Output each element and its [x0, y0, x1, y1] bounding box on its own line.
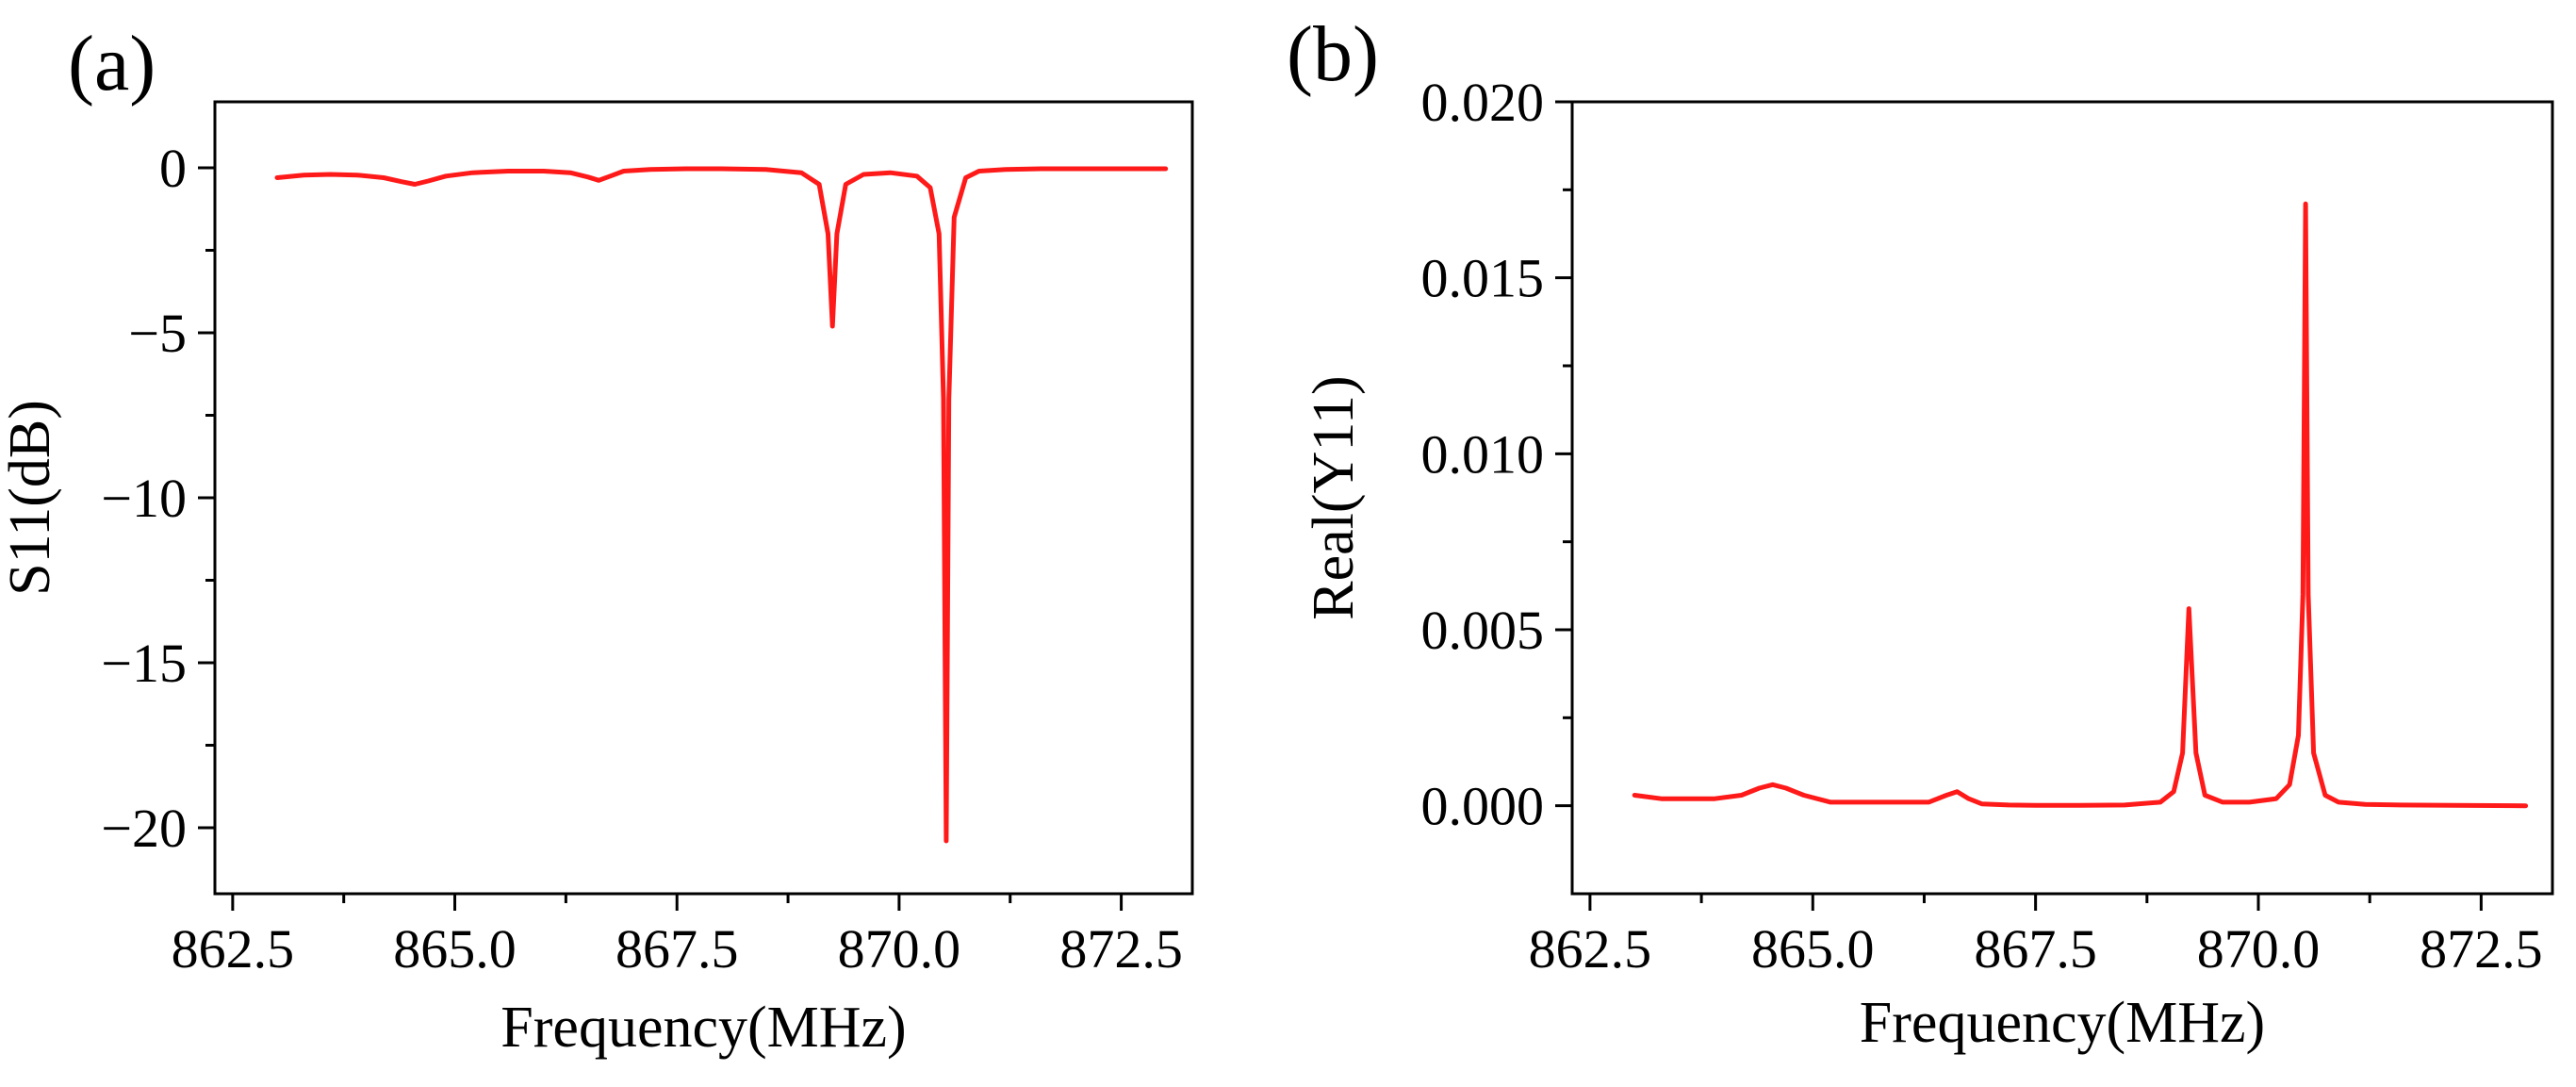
y-tick-label: 0	[159, 138, 187, 199]
x-tick-label: 867.5	[1974, 918, 2097, 980]
x-tick-label: 870.0	[2197, 918, 2321, 980]
x-axis-title: Frequency(MHz)	[500, 996, 906, 1060]
x-tick-label: 865.0	[1751, 918, 1875, 980]
x-tick-label: 872.5	[2420, 918, 2543, 980]
panel-label: (b)	[1287, 10, 1379, 98]
series-line	[1632, 201, 2529, 809]
y-tick-label: 0.020	[1421, 72, 1545, 133]
panel-a: 862.5 865.0 867.5 870.0 872.5 0 −5 −10 −15 −20 Fre…	[0, 20, 1194, 1060]
x-tick-label: 862.5	[172, 918, 295, 980]
y-tick-label: 0.010	[1421, 423, 1545, 485]
panel-b: 862.5 865.0 867.5 870.0 872.5 0.000 0.005 0.010…	[1287, 10, 2554, 1055]
y-tick-label: −5	[128, 303, 187, 364]
series-line	[274, 166, 1169, 844]
x-tick-label: 872.5	[1059, 918, 1183, 980]
y-axis-title: S11(dB)	[0, 400, 62, 596]
x-tick-label: 870.0	[838, 918, 961, 980]
x-tick-label: 862.5	[1529, 918, 1652, 980]
x-axis-title: Frequency(MHz)	[1860, 991, 2265, 1055]
panel-label: (a)	[68, 20, 156, 107]
y-tick-label: −15	[101, 633, 187, 694]
y-tick-label: 0.015	[1421, 248, 1545, 309]
y-axis-title: Real(Y11)	[1302, 375, 1366, 619]
y-tick-label: −20	[101, 798, 187, 859]
x-tick-label: 867.5	[615, 918, 739, 980]
y-tick-label: −10	[101, 468, 187, 529]
x-tick-label: 865.0	[393, 918, 517, 980]
y-tick-label: 0.005	[1421, 600, 1545, 661]
plot-frame	[1570, 100, 2554, 896]
plot-frame	[213, 100, 1194, 896]
y-tick-label: 0.000	[1421, 776, 1545, 837]
